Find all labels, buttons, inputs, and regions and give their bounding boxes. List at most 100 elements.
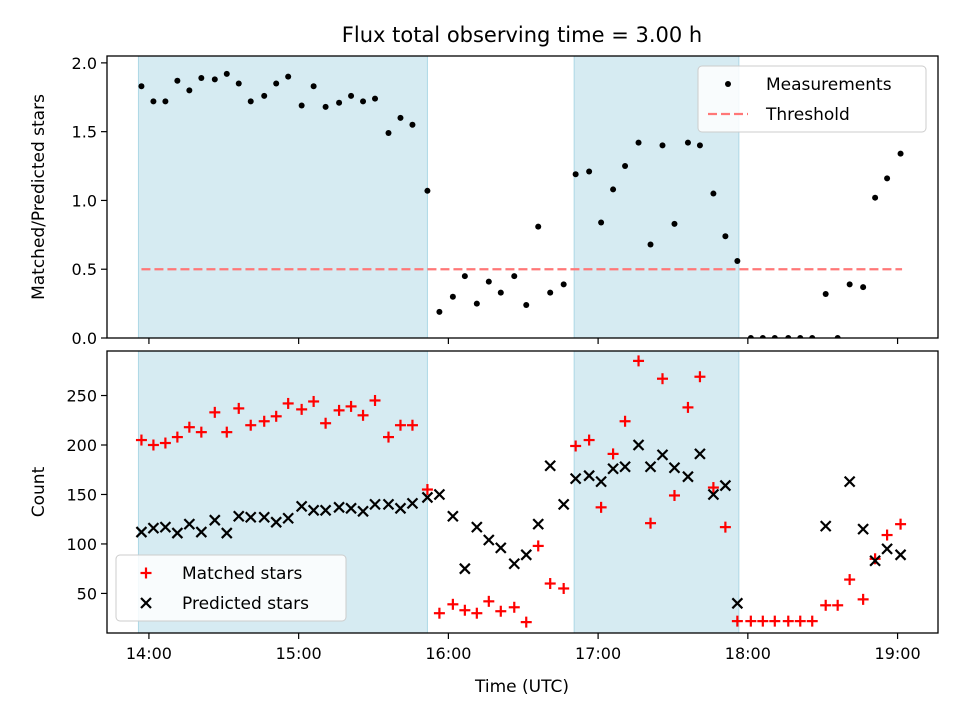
data-point [544,578,556,590]
y-tick-label: 50 [77,584,97,603]
data-point [558,582,570,594]
data-point [719,521,731,533]
data-point [308,395,320,407]
data-point [296,403,308,415]
y-axis-label: Matched/Predicted stars [29,94,49,300]
x-tick-label: 17:00 [575,644,621,663]
data-point [221,426,233,438]
data-point [794,615,806,627]
data-point [162,98,169,105]
data-point [171,431,183,443]
data-point [656,373,668,385]
data-point [406,419,418,431]
data-point [409,121,416,128]
data-point [797,335,804,338]
data-point [832,599,844,611]
data-point [406,497,419,510]
data-point [656,449,669,461]
data-point [348,92,355,99]
data-point [211,76,218,83]
data-point [497,289,504,296]
y-tick-label: 100 [66,535,97,554]
data-point [586,168,593,175]
y-tick-label: 1.0 [72,191,97,210]
data-point [682,470,694,483]
data-point [633,355,645,367]
data-point [333,501,345,514]
data-point [607,448,619,460]
legend: Measurements Threshold [697,65,927,133]
data-point [806,615,818,627]
data-point [535,223,542,230]
data-point [270,516,282,528]
data-point [622,163,629,170]
data-point [394,419,406,431]
data-point [147,439,159,451]
data-point [694,448,706,460]
data-point [745,615,757,627]
axes-frame [106,350,939,634]
y-tick-label: 0.5 [72,260,97,279]
legend-label-measurements: Measurements [766,75,892,95]
y-tick-label: 2.0 [72,54,97,73]
data-point [345,400,357,412]
data-point [508,557,521,570]
y-tick-label: 150 [66,485,97,504]
ratio-panel: 0.0 0.5 1.0 1.5 2.0 Matched/Predicted stars Me… [29,54,939,348]
legend-box [115,554,347,622]
data-point [209,514,221,526]
count-panel: 50 100 150 200 250 14:00 15:00 16:00 17:00 18:00 1… [29,350,939,663]
data-point [282,397,294,409]
data-point [483,595,495,607]
data-point [869,554,881,567]
data-point [894,549,907,561]
x-tick-label: 19:00 [875,644,921,663]
data-point [595,475,607,488]
data-point [270,410,282,422]
data-point [520,549,533,561]
x-tick-label: 14:00 [126,644,172,663]
data-point [610,186,617,193]
data-point [235,80,242,87]
legend-marker-matched [140,567,152,579]
x-tick-label: 18:00 [725,644,771,663]
data-point [872,194,879,201]
legend-label-threshold: Threshold [765,105,850,125]
data-point [508,601,520,613]
data-point [557,498,570,511]
data-point [183,421,195,433]
data-point [857,523,869,535]
data-point [595,501,607,513]
data-point [307,504,320,517]
data-point [459,604,471,616]
data-point [495,542,507,554]
data-point [822,290,829,297]
data-point [459,562,471,575]
y-tick-label: 0.0 [72,329,97,348]
data-point [436,308,443,315]
data-point [771,335,778,338]
x-tick-label: 16:00 [425,644,471,663]
data-point [473,300,480,307]
data-point [671,220,678,227]
data-point [171,527,184,539]
data-point [495,605,507,617]
data-point [619,415,631,427]
data-point [244,511,257,524]
data-point [150,98,157,105]
data-point [569,472,582,485]
data-point [572,171,579,178]
x-axis-label: Time (UTC) [474,677,569,697]
data-point [759,335,766,338]
data-point [731,615,743,627]
data-point [138,83,145,90]
data-point [860,284,867,291]
data-point [757,615,769,627]
data-point [461,273,468,280]
data-point [247,98,254,105]
data-point [273,80,280,87]
data-point [223,70,230,77]
data-point [520,616,532,628]
data-point [394,502,407,515]
